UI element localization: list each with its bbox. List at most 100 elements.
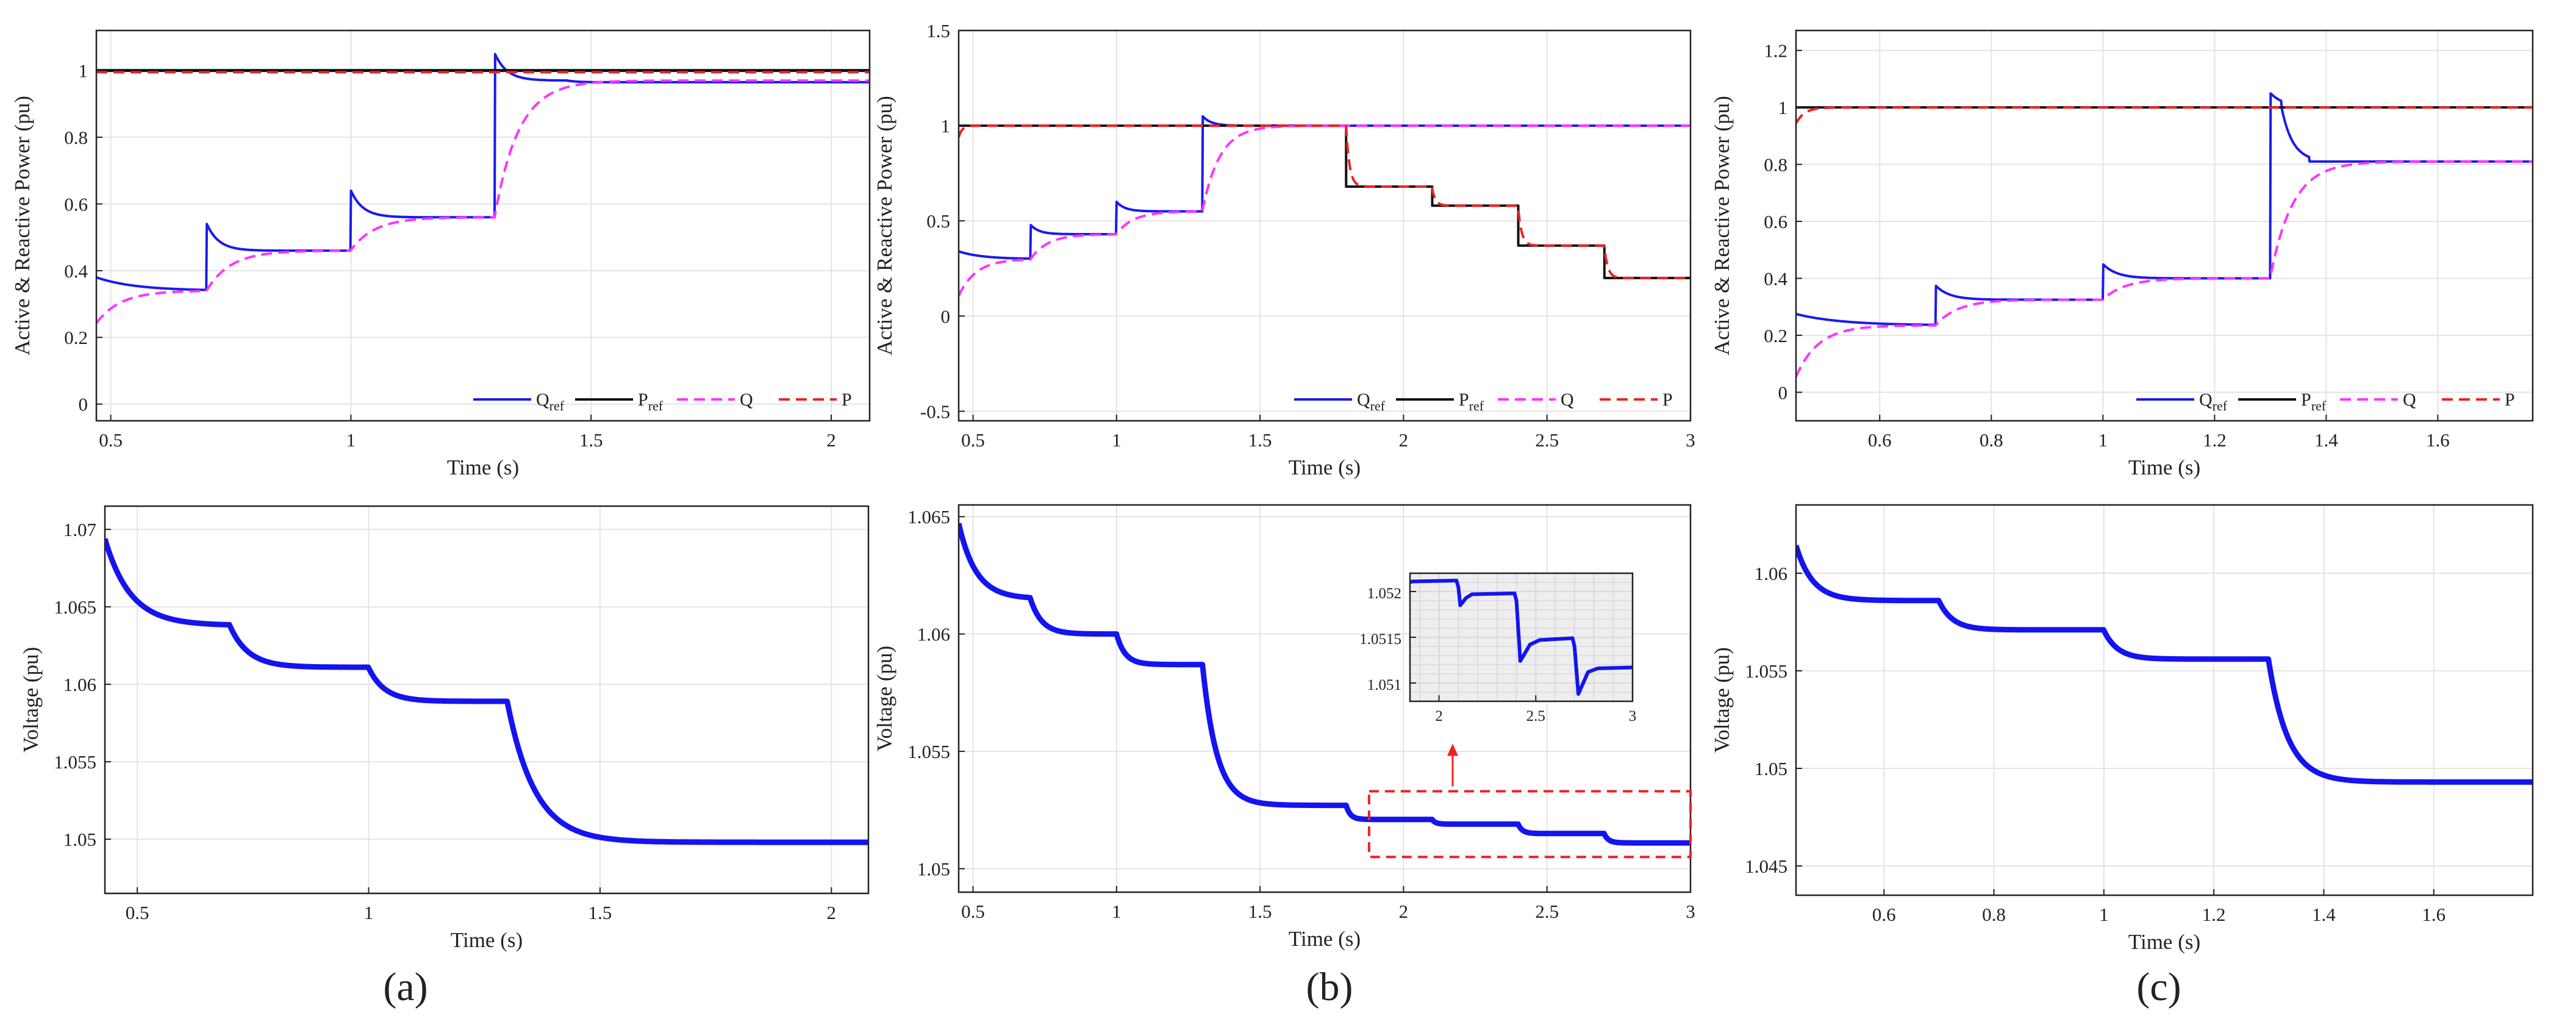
legend-label-p: P xyxy=(2505,390,2515,410)
series-line-p xyxy=(1796,106,2533,124)
y-axis-label: Active & Reactive Power (pu) xyxy=(10,96,34,356)
x-tick-label: 0.8 xyxy=(1982,904,2006,925)
y-tick-label: 1.06 xyxy=(917,624,950,645)
zoom-arrow-head xyxy=(1447,743,1458,756)
x-tick-label: 0.5 xyxy=(99,429,123,451)
series-line-q xyxy=(959,124,1690,297)
x-tick-label: 2 xyxy=(827,902,837,923)
x-tick-label: 2.5 xyxy=(1526,708,1545,724)
x-tick-label: 2 xyxy=(1435,708,1443,724)
legend-label-p: P xyxy=(842,390,852,410)
plot-area xyxy=(1796,505,2533,895)
x-tick-label: 2.5 xyxy=(1535,901,1559,922)
legend-label-q: Q xyxy=(1561,390,1574,410)
chart-b-voltage: 0.5 1 1.5 2 2.5 3 1.05 1.055 1.06 1.065 Time (s) Vo… xyxy=(873,504,1695,951)
grid xyxy=(105,506,868,893)
x-tick-label: 2 xyxy=(826,429,836,451)
x-tick-label: 1 xyxy=(1112,429,1122,451)
axes-frame xyxy=(1795,29,2534,422)
y-tick-label: 1.05 xyxy=(917,859,950,880)
grid xyxy=(1796,30,2533,421)
y-tick-label: 1 xyxy=(941,115,951,137)
y-tick-label: 0.8 xyxy=(64,127,88,148)
x-tick-label: 1 xyxy=(2099,904,2109,925)
y-tick-label: 0 xyxy=(1778,382,1788,403)
caption-c: (c) xyxy=(2136,965,2181,1009)
x-axis-label: Time (s) xyxy=(451,928,523,952)
y-axis-label: Voltage (pu) xyxy=(873,646,896,751)
y-tick-label: 1.045 xyxy=(1745,856,1787,877)
x-tick-label: 1.5 xyxy=(1248,901,1272,922)
y-tick-label: 1 xyxy=(79,60,88,82)
x-tick-label: 3 xyxy=(1686,901,1695,922)
x-tick-label: 0.5 xyxy=(126,902,149,923)
y-tick-label: 0 xyxy=(79,394,88,415)
y-tick-label: 0.5 xyxy=(926,210,950,232)
zoom-region-box xyxy=(1367,790,1692,859)
axes-frame xyxy=(95,29,871,422)
y-tick-label: 0.6 xyxy=(64,193,88,215)
chart-b-voltage-inset: 2 2.5 3 1.051 1.0515 1.052 xyxy=(1359,572,1637,724)
y-tick-label: -0.5 xyxy=(920,401,950,422)
y-tick-label: 0.2 xyxy=(1764,325,1787,346)
y-tick-label: 1.2 xyxy=(1764,40,1787,62)
grid xyxy=(1796,505,2533,895)
plot-area xyxy=(96,30,870,421)
x-tick-label: 0.5 xyxy=(961,429,985,451)
series-group xyxy=(1796,92,2533,377)
series-group xyxy=(959,523,1690,846)
y-tick-label: 1.07 xyxy=(63,519,96,540)
x-tick-label: 1 xyxy=(1112,901,1122,922)
series-line-q xyxy=(96,79,870,324)
y-tick-label: 1.052 xyxy=(1367,585,1401,602)
x-tick-label: 2 xyxy=(1399,901,1409,922)
y-tick-label: 0.6 xyxy=(1764,211,1787,232)
x-tick-label: 1.2 xyxy=(2202,904,2226,925)
y-tick-label: 0.8 xyxy=(1764,154,1787,176)
axes-frame xyxy=(957,504,1692,893)
x-tick-label: 1.2 xyxy=(2203,429,2227,451)
x-tick-label: 2 xyxy=(1399,429,1409,451)
x-tick-label: 2.5 xyxy=(1535,429,1559,451)
x-tick-label: 1 xyxy=(364,902,374,923)
y-tick-label: 1.055 xyxy=(907,741,950,762)
x-tick-label: 3 xyxy=(1686,429,1695,451)
legend-label-q: Q xyxy=(740,390,753,410)
y-axis-label: Active & Reactive Power (pu) xyxy=(873,96,896,356)
y-tick-label: 1 xyxy=(1778,97,1788,118)
x-tick-label: 1 xyxy=(2098,429,2108,451)
caption-a: (a) xyxy=(383,965,428,1009)
y-axis-label: Voltage (pu) xyxy=(19,647,43,753)
y-tick-label: 1.05 xyxy=(1755,758,1787,779)
y-tick-label: 0 xyxy=(941,306,951,327)
chart-b-power: 0.5 1 1.5 2 2.5 3 -0.5 0 0.5 1 1.5 Time (s) Active &… xyxy=(873,20,1695,479)
y-tick-label: 1.055 xyxy=(1745,660,1787,682)
x-axis-label: Time (s) xyxy=(1289,927,1361,951)
y-tick-label: 1.051 xyxy=(1367,677,1401,693)
x-axis-label: Time (s) xyxy=(1289,456,1361,479)
y-axis-label: Voltage (pu) xyxy=(1710,647,1734,753)
legend-label-q: Q xyxy=(2403,390,2416,410)
x-tick-label: 0.6 xyxy=(1872,904,1896,925)
x-axis-label: Time (s) xyxy=(2128,456,2200,479)
caption-b: (b) xyxy=(1306,965,1353,1009)
y-tick-label: 1.0515 xyxy=(1359,631,1401,648)
y-tick-label: 1.06 xyxy=(63,674,96,695)
y-tick-label: 0.2 xyxy=(64,327,88,348)
x-tick-label: 3 xyxy=(1629,708,1637,724)
series-group xyxy=(1796,544,2533,785)
axes-frame xyxy=(1795,504,2534,896)
y-tick-label: 1.065 xyxy=(54,596,96,618)
plot-area xyxy=(959,30,1690,421)
x-axis-label: Time (s) xyxy=(2128,930,2200,954)
y-tick-label: 1.06 xyxy=(1755,563,1787,584)
x-tick-label: 1.4 xyxy=(2312,904,2336,925)
plot-area xyxy=(1796,30,2533,421)
series-line-voltage xyxy=(1796,544,2533,785)
axes-frame xyxy=(104,505,870,895)
y-tick-label: 1.05 xyxy=(63,829,96,850)
y-tick-label: 0.4 xyxy=(1764,268,1787,289)
y-tick-label: 1.065 xyxy=(907,506,950,528)
grid xyxy=(1410,573,1633,701)
